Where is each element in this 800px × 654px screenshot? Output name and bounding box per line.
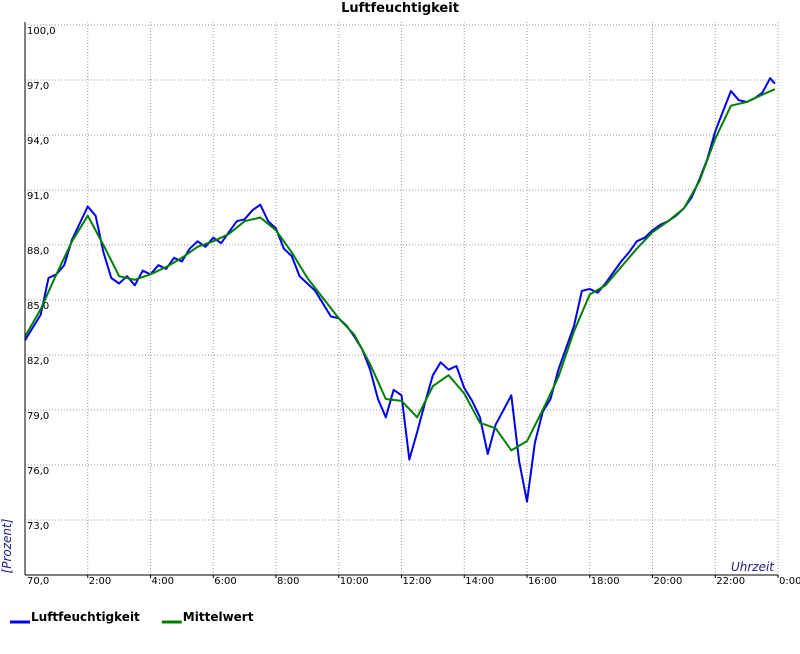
y-tick-label: 70,0 xyxy=(27,576,49,587)
y-tick-label: 85,0 xyxy=(27,301,49,312)
y-tick-label: 73,0 xyxy=(27,521,49,532)
grid: 70,0 73,0 76,0 79,0 82,0 85,0 88,0 91,0 94,0 97,0… xyxy=(25,22,800,587)
y-tick-label: 76,0 xyxy=(27,466,49,477)
y-tick-label: 94,0 xyxy=(27,136,49,147)
y-tick-label: 82,0 xyxy=(27,356,49,367)
legend: Luftfeuchtigkeit Mittelwert xyxy=(10,610,254,624)
x-tick-label: 18:00 xyxy=(591,576,620,587)
y-tick-label: 100,0 xyxy=(27,26,56,37)
y-tick-label: 97,0 xyxy=(27,81,49,92)
x-tick-label: 10:00 xyxy=(340,576,369,587)
x-tick-label: 20:00 xyxy=(654,576,683,587)
x-tick-label: 22:00 xyxy=(716,576,745,587)
y-tick-label: 79,0 xyxy=(27,411,49,422)
x-axis-label: Uhrzeit xyxy=(731,560,775,574)
legend-label: Luftfeuchtigkeit xyxy=(31,610,140,624)
series-line xyxy=(24,88,776,452)
y-tick-label: 91,0 xyxy=(27,191,49,202)
x-tick-label: 14:00 xyxy=(465,576,494,587)
x-tick-label: 16:00 xyxy=(528,576,557,587)
x-tick-label: 2:00 xyxy=(89,576,111,587)
x-tick-label: 0:00 xyxy=(779,576,800,587)
x-tick-label: 8:00 xyxy=(277,576,299,587)
y-axis-label: [Prozent] xyxy=(0,518,14,573)
x-tick-label: 6:00 xyxy=(214,576,236,587)
chart-title: Luftfeuchtigkeit xyxy=(341,1,459,16)
plot-lines xyxy=(24,77,776,503)
x-tick-label: 12:00 xyxy=(403,576,432,587)
y-tick-label: 88,0 xyxy=(27,246,49,257)
legend-label: Mittelwert xyxy=(183,610,254,624)
x-tick-label: 4:00 xyxy=(152,576,174,587)
